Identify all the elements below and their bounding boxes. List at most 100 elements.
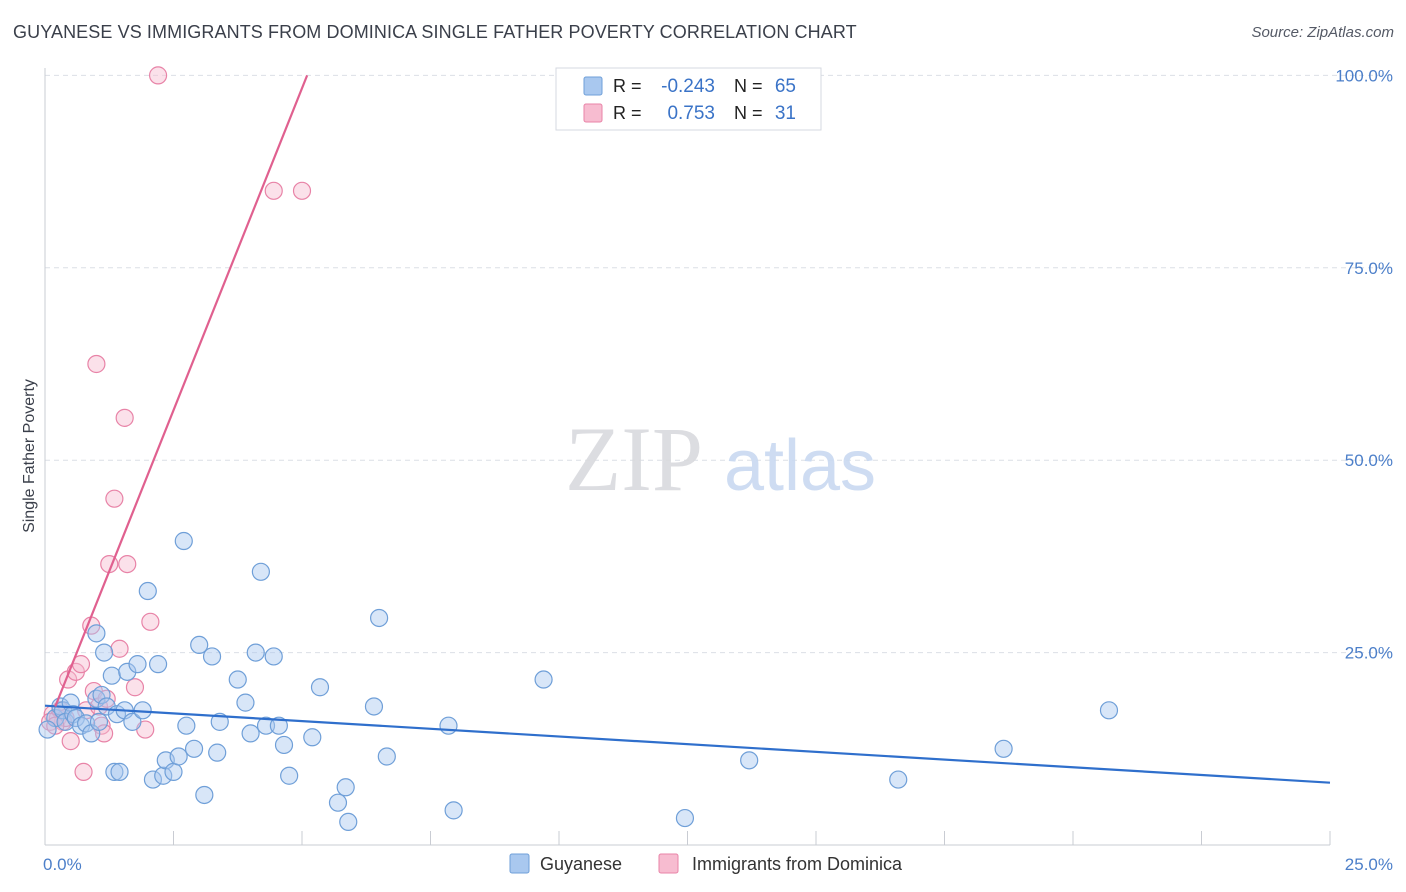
legend-swatch-dominica — [658, 853, 679, 874]
guyanese-point-22 — [123, 712, 142, 731]
trend-lines — [44, 74, 1331, 784]
guyanese-point-13 — [89, 712, 109, 731]
guyanese-trend-line — [44, 704, 1331, 784]
legend-swatch-guyanese — [509, 853, 530, 874]
y-tick-label-75: 75.0% — [1345, 259, 1393, 278]
y-tick-label-100: 100.0% — [1335, 66, 1393, 85]
stats-r-label-blue: R = — [613, 76, 642, 96]
y-tick-label-25: 25.0% — [1345, 644, 1393, 663]
guyanese-point-38 — [208, 743, 227, 762]
guyanese-point-39 — [210, 712, 229, 731]
watermark-zip: ZIP — [565, 408, 703, 510]
guyanese-point-57 — [377, 747, 396, 766]
guyanese-point-50 — [303, 728, 322, 747]
guyanese-point-41 — [236, 693, 255, 712]
x-ticks — [173, 831, 1331, 845]
x-tick-label-min: 0.0% — [43, 855, 82, 874]
guyanese-point-36 — [195, 785, 214, 805]
guyanese-point-26 — [143, 770, 163, 789]
guyanese-point-51 — [310, 678, 330, 697]
legend-label-dominica: Immigrants from Dominica — [692, 854, 903, 874]
dominica-point-22 — [118, 554, 137, 574]
dominica-point-6 — [61, 732, 80, 751]
guyanese-point-18 — [110, 762, 129, 781]
stats-r-label-pink: R = — [613, 103, 642, 123]
stats-r-value-pink: 0.753 — [667, 103, 715, 124]
guyanese-point-58 — [439, 716, 458, 735]
dominica-point-9 — [74, 762, 93, 781]
dominica-trend-line — [54, 74, 309, 707]
guyanese-point-14 — [95, 643, 114, 662]
guyanese-point-65 — [1099, 701, 1119, 720]
guyanese-point-28 — [154, 766, 173, 785]
guyanese-point-62 — [740, 751, 759, 770]
guyanese-point-17 — [105, 762, 124, 781]
stats-n-value-blue: 65 — [775, 76, 796, 97]
guyanese-point-21 — [118, 662, 137, 681]
dominica-point-16 — [95, 724, 114, 743]
dominica-point-19 — [105, 489, 124, 508]
dominica-point-23 — [125, 678, 145, 697]
dominica-point-20 — [110, 639, 129, 658]
guyanese-point-45 — [256, 716, 276, 735]
source-label: Source: ZipAtlas.com — [1251, 24, 1394, 41]
guyanese-point-33 — [177, 716, 196, 735]
guyanese-point-30 — [164, 762, 183, 781]
stats-swatch-blue — [583, 76, 603, 96]
guyanese-point-35 — [190, 635, 209, 655]
guyanese-point-54 — [339, 812, 358, 832]
watermark: ZIP atlas — [565, 408, 876, 510]
guyanese-point-60 — [534, 670, 553, 689]
guyanese-point-53 — [336, 778, 355, 797]
dominica-point-13 — [87, 354, 106, 374]
guyanese-point-40 — [228, 670, 247, 689]
guyanese-point-56 — [370, 608, 389, 628]
guyanese-point-61 — [675, 808, 695, 828]
dominica-point-30 — [292, 181, 312, 200]
guyanese-point-49 — [280, 766, 299, 785]
guyanese-point-44 — [251, 562, 270, 581]
guyanese-point-11 — [92, 685, 111, 705]
guyanese-point-55 — [364, 697, 384, 716]
legend-label-guyanese: Guyanese — [540, 854, 622, 874]
guyanese-point-64 — [994, 739, 1013, 758]
stats-n-label-pink: N = — [734, 103, 763, 123]
guyanese-point-52 — [328, 793, 348, 812]
watermark-atlas: atlas — [724, 426, 876, 506]
stats-n-label-blue: N = — [734, 76, 763, 96]
grid-lines — [45, 74, 1392, 654]
guyanese-point-27 — [148, 655, 168, 674]
stats-swatch-pink — [583, 103, 603, 123]
chart-title: GUYANESE VS IMMIGRANTS FROM DOMINICA SIN… — [13, 22, 857, 42]
stats-r-value-blue: -0.243 — [661, 76, 715, 97]
guyanese-point-12 — [87, 624, 106, 643]
guyanese-point-31 — [169, 747, 188, 766]
guyanese-point-59 — [444, 801, 463, 820]
dominica-point-29 — [264, 181, 283, 200]
stats-n-value-pink: 31 — [775, 103, 796, 124]
guyanese-point-63 — [889, 770, 908, 789]
guyanese-point-47 — [269, 716, 288, 735]
guyanese-point-16 — [102, 666, 121, 685]
guyanese-point-25 — [138, 581, 157, 601]
x-tick-label-max: 25.0% — [1345, 855, 1393, 874]
y-tick-label-50: 50.0% — [1345, 451, 1393, 470]
guyanese-points — [38, 531, 1119, 832]
guyanese-point-42 — [241, 724, 260, 743]
guyanese-point-66 — [38, 720, 57, 739]
guyanese-point-3 — [56, 712, 75, 731]
dominica-points — [41, 66, 312, 781]
dominica-point-21 — [115, 408, 134, 427]
series-legend: Guyanese Immigrants from Dominica — [509, 853, 903, 874]
y-tick-labels: 25.0% 50.0% 75.0% 100.0% — [1335, 66, 1393, 662]
dominica-point-25 — [141, 612, 160, 631]
guyanese-point-37 — [202, 647, 222, 666]
y-axis-label: Single Father Poverty — [21, 379, 38, 533]
guyanese-point-32 — [174, 531, 193, 551]
dominica-point-26 — [148, 66, 168, 85]
stats-legend: R = -0.243 N = 65 R = 0.753 N = 31 — [555, 67, 822, 131]
guyanese-point-43 — [246, 643, 265, 662]
guyanese-point-46 — [264, 647, 283, 666]
guyanese-point-48 — [274, 735, 294, 755]
